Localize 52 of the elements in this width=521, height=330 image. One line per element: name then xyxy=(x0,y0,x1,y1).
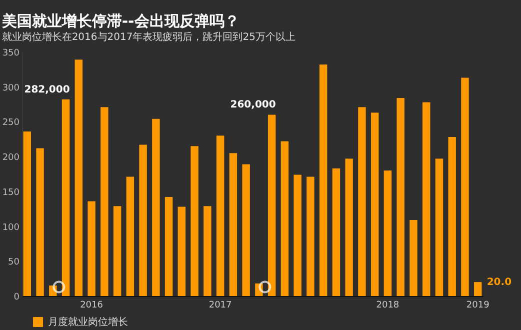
bar xyxy=(422,102,430,296)
bar xyxy=(164,197,173,296)
bar xyxy=(216,136,224,296)
chart-subtitle: 就业岗位增长在2016与2017年表现疲弱后，跳升回到25万个以上 xyxy=(2,31,296,43)
chart-title: 美国就业增长停滞--会出现反弹吗？ xyxy=(0,12,240,30)
bar xyxy=(113,206,122,296)
bar xyxy=(461,78,469,296)
bar xyxy=(88,201,96,296)
x-tick-label: 2019 xyxy=(466,300,490,310)
y-tick-label: 200 xyxy=(2,153,20,164)
y-tick-label: 150 xyxy=(2,188,20,198)
bar xyxy=(36,148,44,296)
bar xyxy=(410,220,418,296)
text: 282,000 xyxy=(24,84,70,96)
bar xyxy=(358,107,366,296)
y-tick-label: 250 xyxy=(2,118,20,128)
bar xyxy=(319,64,328,296)
bar xyxy=(126,176,134,296)
bar xyxy=(229,153,238,296)
bar xyxy=(448,137,456,296)
bar xyxy=(384,170,392,296)
legend-label: 月度就业岗位增长 xyxy=(48,316,128,328)
x-tick-label: 2018 xyxy=(376,300,400,310)
bar xyxy=(139,144,147,296)
bar xyxy=(474,282,482,296)
y-tick-label: 100 xyxy=(2,222,20,233)
bar xyxy=(178,206,186,296)
bar xyxy=(268,114,276,296)
bar xyxy=(100,107,108,296)
bar xyxy=(152,118,160,296)
bar xyxy=(396,98,404,296)
bar xyxy=(435,158,444,296)
bar xyxy=(74,60,83,296)
bar xyxy=(294,174,302,296)
text: 20.0 xyxy=(486,277,512,288)
bar xyxy=(23,131,32,296)
y-tick-label: 0 xyxy=(14,292,20,302)
bar xyxy=(204,206,212,296)
y-tick-label: 350 xyxy=(2,48,20,58)
text: 260,000 xyxy=(230,100,276,111)
bar xyxy=(62,99,70,296)
x-tick-label: 2017 xyxy=(208,300,232,310)
bar xyxy=(370,112,379,296)
y-tick-label: 300 xyxy=(2,83,20,94)
bar xyxy=(345,158,353,296)
bar xyxy=(306,176,314,296)
y-tick-label: 50 xyxy=(8,258,20,268)
bar xyxy=(332,168,340,296)
bar xyxy=(280,141,289,296)
bar xyxy=(190,146,198,296)
bar xyxy=(242,164,250,296)
x-tick-label: 2016 xyxy=(80,300,104,310)
